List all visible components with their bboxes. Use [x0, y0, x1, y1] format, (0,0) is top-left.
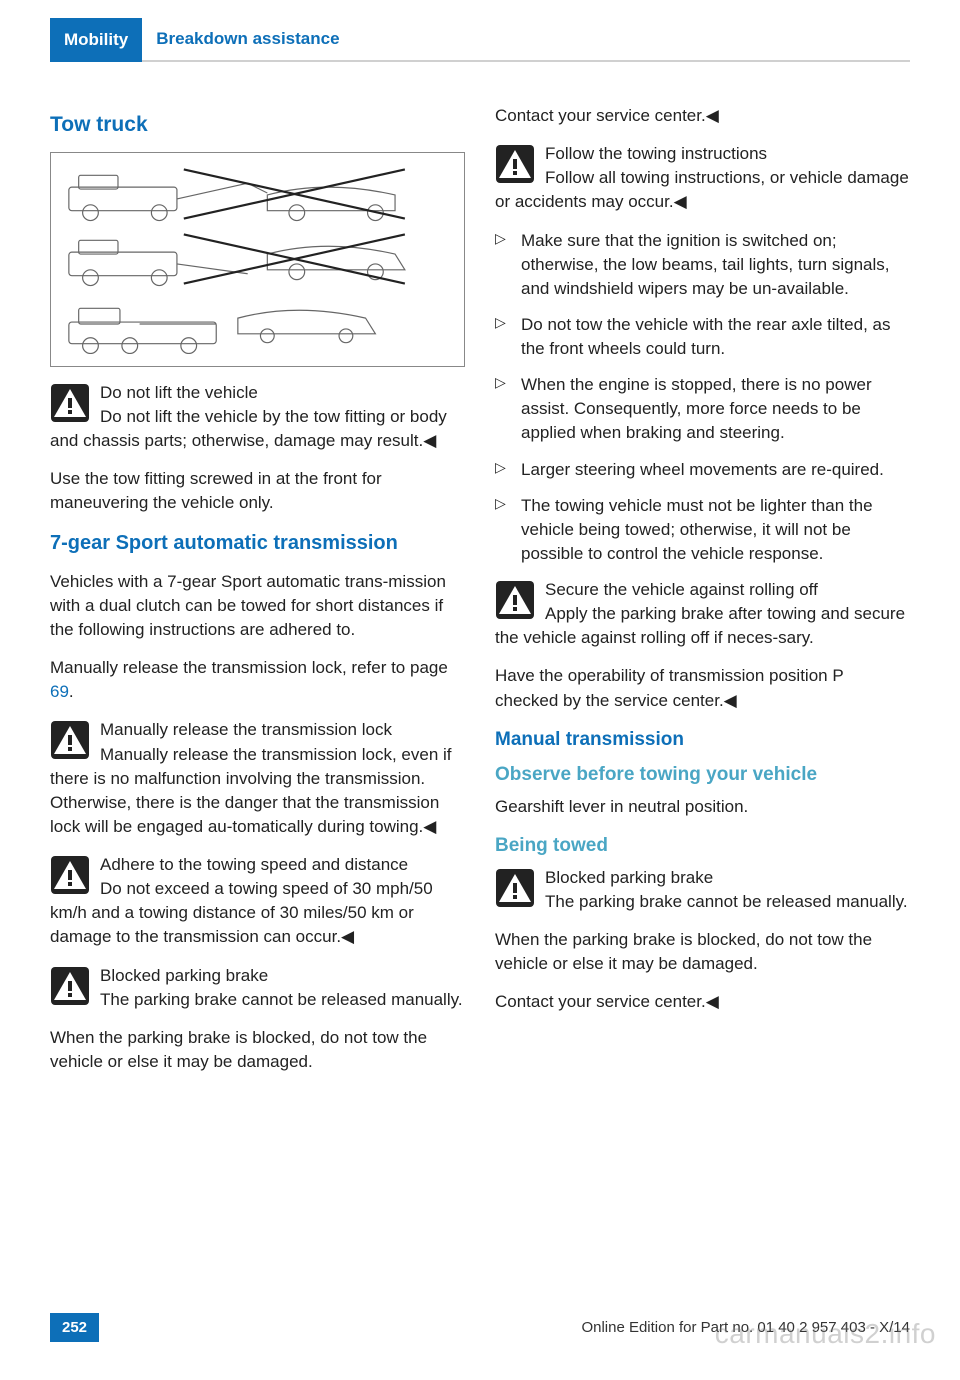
left-column: Tow truck: [50, 104, 465, 1088]
page: Mobility Breakdown assistance Tow truck: [0, 18, 960, 1380]
header-tab-mobility: Mobility: [50, 18, 142, 62]
warning-body: Do not lift the vehicle by the tow fitti…: [50, 407, 447, 450]
text-fragment: .: [69, 682, 74, 701]
para-blocked-brake-right: When the parking brake is blocked, do no…: [495, 928, 910, 976]
warning-icon: [50, 855, 90, 895]
text-fragment: Manually release the transmission lock, …: [50, 658, 448, 677]
list-item: Larger steering wheel movements are re‐q…: [495, 458, 910, 482]
warning-blocked-brake-right: Blocked parking brake The parking brake …: [495, 866, 910, 914]
illus-row-3: [61, 296, 454, 354]
warning-title: Secure the vehicle against rolling off: [545, 580, 818, 599]
warning-icon: [50, 383, 90, 423]
warning-body: Follow all towing instructions, or vehic…: [495, 168, 909, 211]
warning-title: Adhere to the towing speed and distance: [100, 855, 408, 874]
para-contact-service-1: Contact your service center.◀: [495, 104, 910, 128]
towing-instructions-list: Make sure that the ignition is switched …: [495, 229, 910, 567]
heading-7gear: 7-gear Sport automatic transmission: [50, 529, 465, 557]
illus-row-2: [61, 230, 454, 288]
warning-blocked-brake-left: Blocked parking brake The parking brake …: [50, 964, 465, 1012]
illus-row-1: [61, 165, 454, 223]
list-item: The towing vehicle must not be lighter t…: [495, 494, 910, 566]
warning-title: Blocked parking brake: [545, 868, 713, 887]
para-contact-service-2: Contact your service center.◀: [495, 990, 910, 1014]
warning-icon: [50, 720, 90, 760]
para-tow-fitting: Use the tow fitting screwed in at the fr…: [50, 467, 465, 515]
list-item: When the engine is stopped, there is no …: [495, 373, 910, 445]
warning-title: Blocked parking brake: [100, 966, 268, 985]
warning-body: Apply the parking brake after towing and…: [495, 604, 905, 647]
content-columns: Tow truck: [50, 104, 910, 1088]
list-item: Make sure that the ignition is switched …: [495, 229, 910, 301]
warning-body: Manually release the transmission lock, …: [50, 745, 452, 836]
heading-being-towed: Being towed: [495, 833, 910, 860]
warning-body: Do not exceed a towing speed of 30 mph/5…: [50, 879, 433, 946]
para-manual-release-ref: Manually release the transmission lock, …: [50, 656, 465, 704]
warning-secure-rolling: Secure the vehicle against rolling off A…: [495, 578, 910, 650]
warning-body: The parking brake cannot be released man…: [545, 892, 908, 911]
heading-observe-before: Observe before towing your vehicle: [495, 762, 910, 789]
header-section: Breakdown assistance: [142, 18, 910, 62]
warning-title: Follow the towing instructions: [545, 144, 767, 163]
warning-icon: [495, 144, 535, 184]
warning-towing-speed: Adhere to the towing speed and distance …: [50, 853, 465, 950]
warning-follow-towing: Follow the towing instructions Follow al…: [495, 142, 910, 214]
list-item: Do not tow the vehicle with the rear axl…: [495, 313, 910, 361]
warning-do-not-lift: Do not lift the vehicle Do not lift the …: [50, 381, 465, 453]
tow-truck-illustration: [50, 152, 465, 367]
warning-release-lock: Manually release the transmission lock M…: [50, 718, 465, 839]
heading-tow-truck: Tow truck: [50, 110, 465, 140]
para-blocked-brake: When the parking brake is blocked, do no…: [50, 1026, 465, 1074]
heading-manual-transmission: Manual transmission: [495, 727, 910, 754]
warning-icon: [495, 580, 535, 620]
warning-body: The parking brake cannot be released man…: [100, 990, 463, 1009]
right-column: Contact your service center.◀ Follow the…: [495, 104, 910, 1088]
warning-icon: [50, 966, 90, 1006]
warning-icon: [495, 868, 535, 908]
para-neutral: Gearshift lever in neutral position.: [495, 795, 910, 819]
footer-edition-text: Online Edition for Part no. 01 40 2 957 …: [581, 1319, 910, 1336]
footer: 252 Online Edition for Part no. 01 40 2 …: [50, 1313, 910, 1342]
para-check-position-p: Have the operability of transmission pos…: [495, 664, 910, 712]
warning-title: Manually release the transmission lock: [100, 720, 392, 739]
warning-title: Do not lift the vehicle: [100, 383, 258, 402]
page-link-69[interactable]: 69: [50, 682, 69, 701]
para-7gear-intro: Vehicles with a 7-gear Sport automatic t…: [50, 570, 465, 642]
page-number: 252: [50, 1313, 99, 1342]
header: Mobility Breakdown assistance: [50, 18, 910, 62]
